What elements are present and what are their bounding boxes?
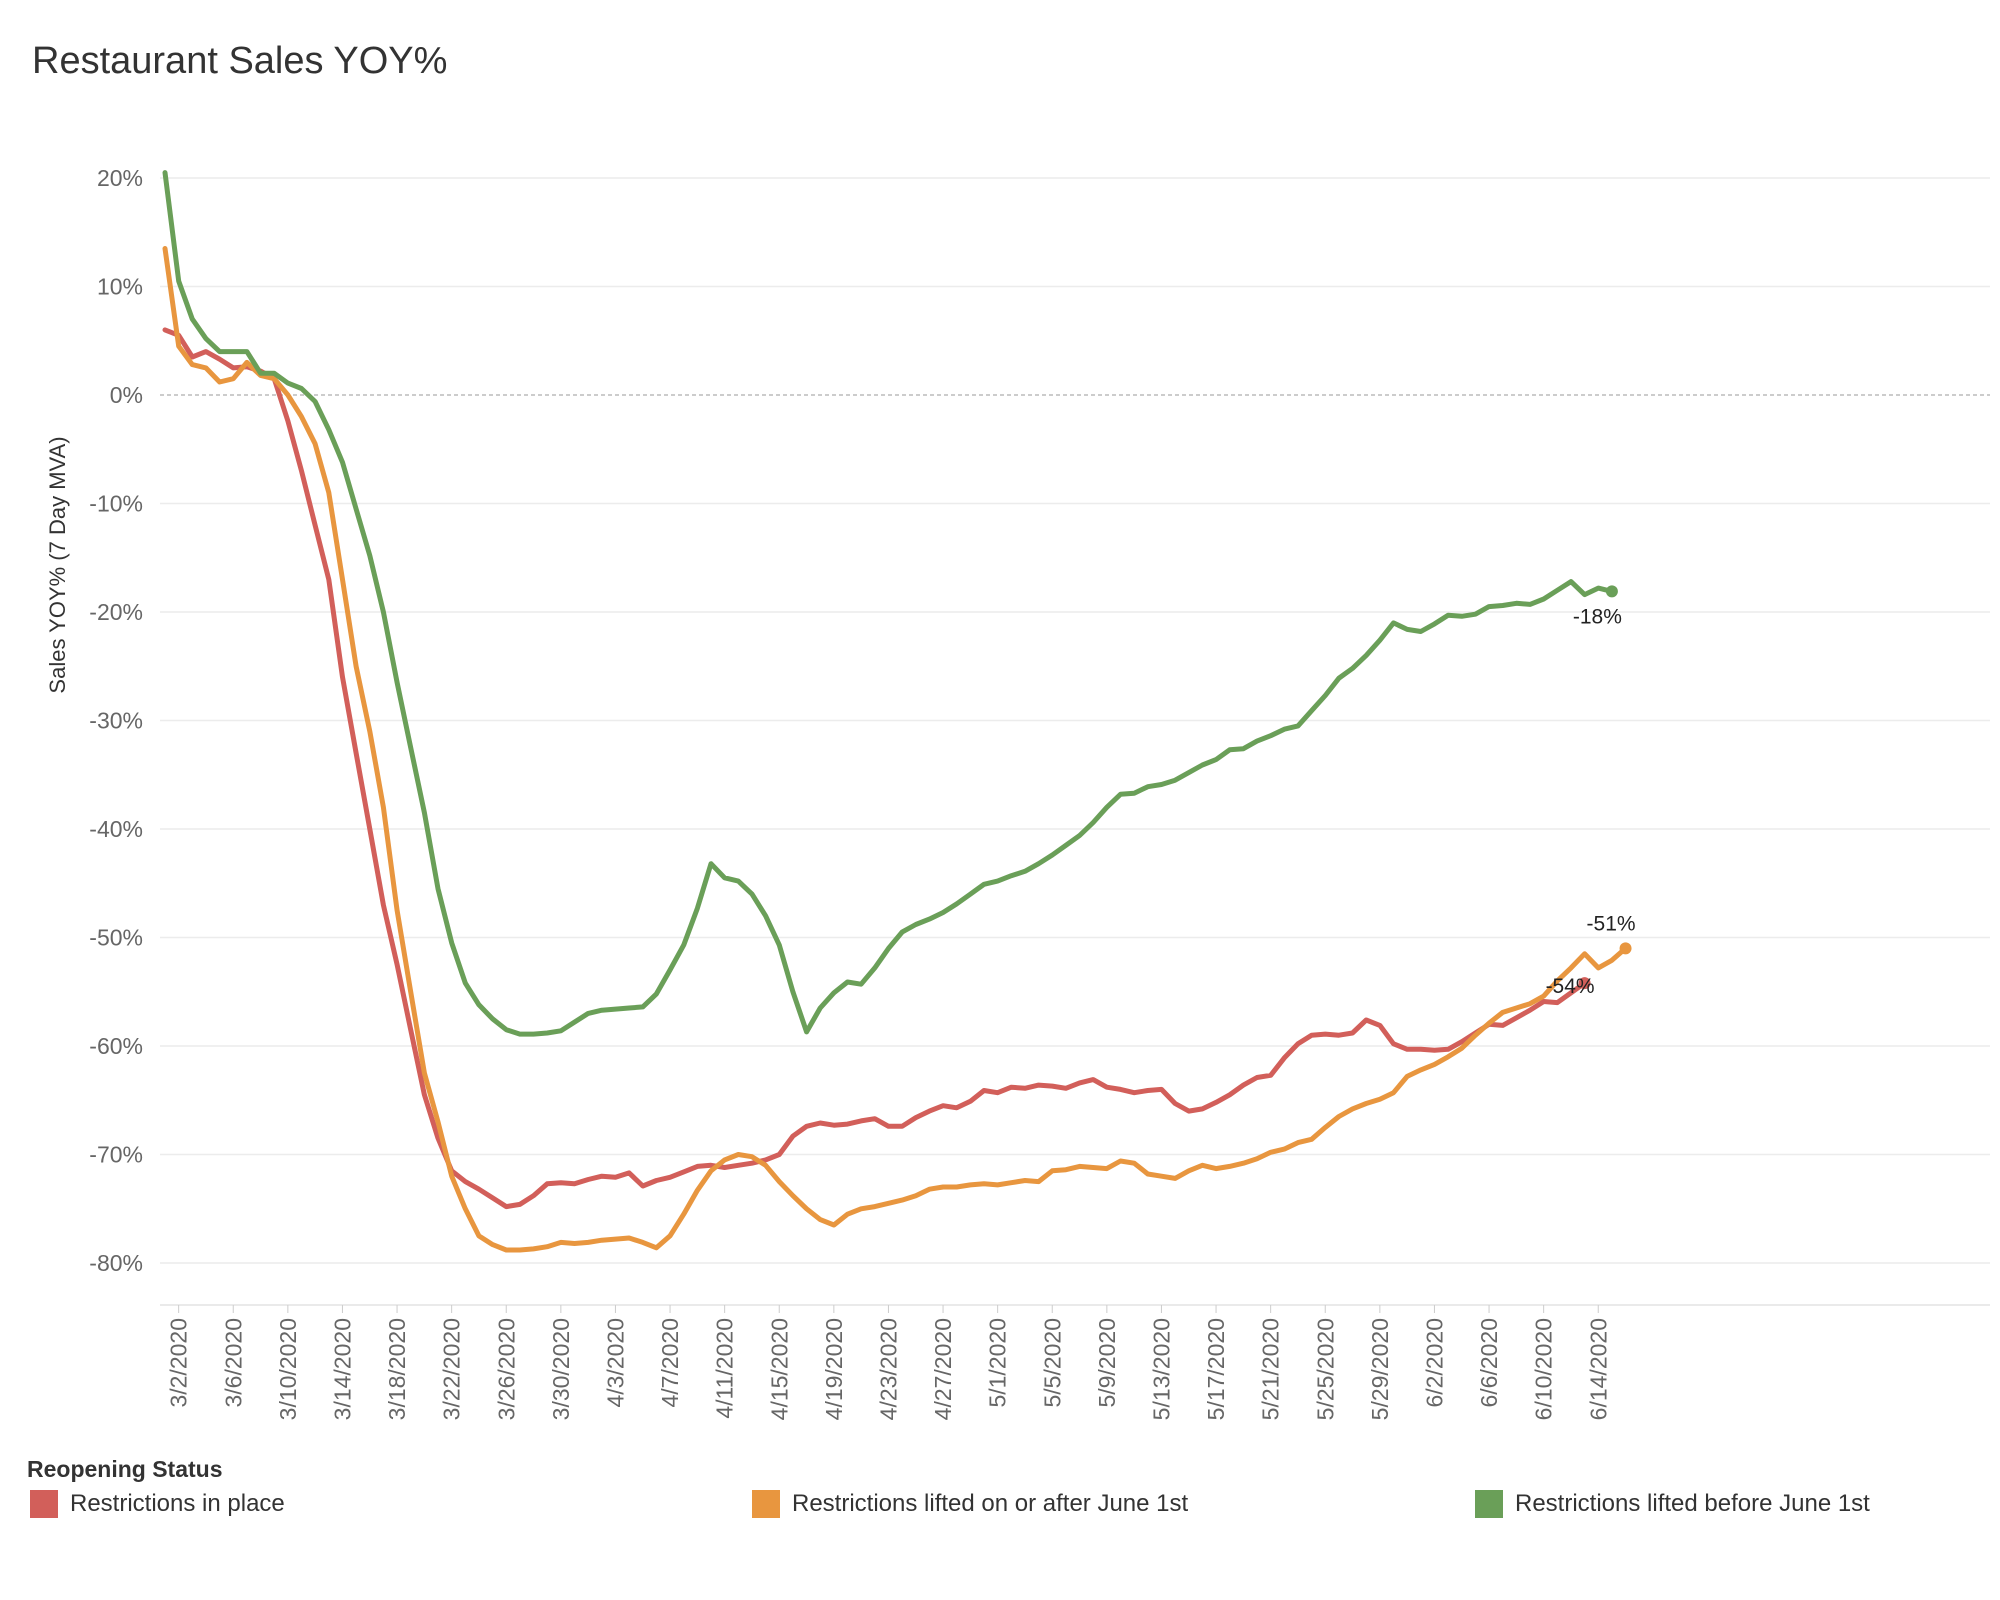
x-tick-label: 4/11/2020 — [712, 1318, 738, 1419]
x-tick-label: 5/9/2020 — [1094, 1318, 1120, 1408]
series-end-point-2 — [1619, 942, 1632, 955]
x-tick-label: 3/18/2020 — [384, 1318, 410, 1420]
legend-swatch — [752, 1490, 780, 1518]
legend-swatch — [1475, 1490, 1503, 1518]
legend-title: Reopening Status — [27, 1456, 223, 1482]
x-tick-label: 5/1/2020 — [985, 1318, 1011, 1408]
y-tick-label: -50% — [89, 925, 143, 951]
legend-item[interactable]: Restrictions lifted before June 1st — [1475, 1488, 1870, 1520]
x-tick-label: 5/13/2020 — [1148, 1318, 1174, 1420]
x-tick-label: 3/2/2020 — [166, 1318, 192, 1408]
y-tick-label: 20% — [97, 165, 143, 191]
series-lines — [162, 170, 1632, 1253]
x-tick-label: 3/6/2020 — [220, 1318, 246, 1408]
y-tick-label: -40% — [89, 816, 143, 842]
legend-swatch — [30, 1490, 58, 1518]
x-tick-label: 5/17/2020 — [1203, 1318, 1229, 1420]
x-tick-label: 3/22/2020 — [439, 1318, 465, 1420]
y-tick-label: -30% — [89, 708, 143, 734]
x-tick-label: 5/29/2020 — [1367, 1318, 1393, 1420]
x-tick-label: 3/14/2020 — [329, 1318, 355, 1420]
axes: 20% 10% 0% -10% -20% -30% -40% -50% -60% -70% -80%… — [89, 165, 1990, 1420]
x-tick-label: 3/26/2020 — [493, 1318, 519, 1420]
series-end-label: -54% — [1546, 975, 1595, 998]
x-tick-label: 4/7/2020 — [657, 1318, 683, 1408]
series-end-label: -18% — [1573, 605, 1622, 628]
x-tick-label: 4/15/2020 — [766, 1318, 792, 1420]
x-tick-label: 4/23/2020 — [875, 1318, 901, 1420]
y-tick-label: -20% — [89, 599, 143, 625]
series-line-1 — [162, 327, 1588, 1210]
y-tick-label: -80% — [89, 1250, 143, 1276]
series-line-2 — [162, 246, 1628, 1253]
legend-label: Restrictions lifted on or after June 1st — [792, 1490, 1189, 1517]
x-tick-label: 3/10/2020 — [275, 1318, 301, 1420]
y-tick-label: -10% — [89, 491, 143, 517]
legend-item[interactable]: Restrictions lifted on or after June 1st — [752, 1488, 1188, 1520]
series-end-label: -51% — [1587, 912, 1636, 935]
x-tick-label: 4/27/2020 — [930, 1318, 956, 1420]
x-tick-label: 6/2/2020 — [1421, 1318, 1447, 1408]
y-tick-label: -60% — [89, 1033, 143, 1059]
legend-label: Restrictions lifted before June 1st — [1515, 1490, 1870, 1517]
x-tick-label: 3/30/2020 — [548, 1318, 574, 1420]
gridlines — [160, 177, 1990, 1264]
series-end-point-1 — [1578, 977, 1591, 990]
y-tick-label: 0% — [110, 382, 143, 408]
series-line-3 — [162, 170, 1615, 1037]
chart-title: Restaurant Sales YOY% — [32, 40, 448, 82]
end-labels: -54% -51% -18% — [1546, 605, 1636, 998]
x-tick-label: 5/5/2020 — [1039, 1318, 1065, 1408]
x-tick-label: 4/19/2020 — [821, 1318, 847, 1420]
y-tick-label: -70% — [89, 1142, 143, 1168]
x-tick-label: 4/3/2020 — [602, 1318, 628, 1408]
legend-label: Restrictions in place — [70, 1490, 285, 1517]
x-tick-label: 6/14/2020 — [1585, 1318, 1611, 1420]
x-tick-label: 5/25/2020 — [1312, 1318, 1338, 1420]
x-tick-label: 5/21/2020 — [1258, 1318, 1284, 1420]
y-tick-label: 10% — [97, 274, 143, 300]
line-chart: 20% 10% 0% -10% -20% -30% -40% -50% -60% -70% -80%… — [89, 165, 1990, 1420]
x-tick-label: 6/10/2020 — [1531, 1318, 1557, 1420]
x-tick-label: 6/6/2020 — [1476, 1318, 1502, 1408]
series-end-point-3 — [1605, 585, 1618, 598]
legend-item[interactable]: Restrictions in place — [30, 1488, 285, 1520]
